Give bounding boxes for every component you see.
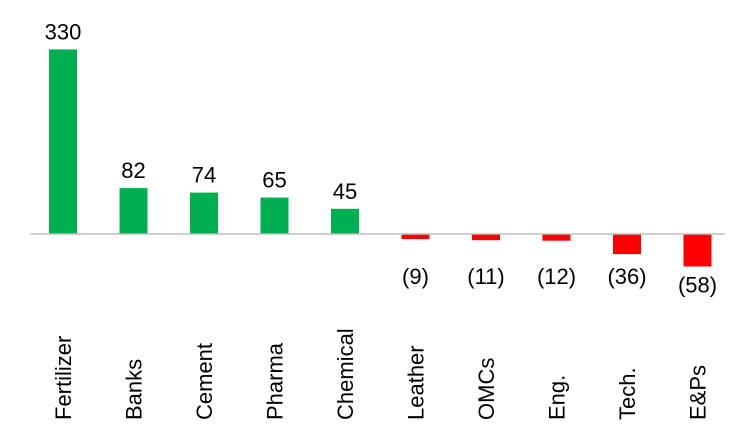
bar-pharma [260,197,289,234]
value-label-banks: 82 [121,158,145,183]
bar-eandps [683,234,712,267]
category-label-leather: Leather [404,345,429,420]
value-label-leather: (9) [402,264,429,289]
category-labels-group: Fertilizer Banks Cement Pharma Chemical Leath… [51,328,711,420]
category-label-cement: Cement [192,343,217,420]
category-label-chemical: Chemical [333,328,358,420]
bar-banks [119,188,148,234]
bar-fertilizer [49,49,77,235]
bar-omcs [472,234,500,241]
bar-cement [190,192,218,234]
bar-leather [401,234,430,239]
value-label-chemical: 45 [333,179,357,204]
bar-tech [613,234,641,255]
value-label-fertilizer: 330 [45,19,82,44]
category-label-omcs: OMCs [474,358,499,420]
value-label-pharma: 65 [262,168,286,193]
bar-eng [542,234,571,241]
category-label-fertilizer: Fertilizer [51,336,76,420]
value-label-cement: 74 [192,163,216,188]
bar-chemical [331,208,359,234]
category-label-banks: Banks [122,359,147,420]
category-label-pharma: Pharma [263,342,288,420]
bars-group [49,49,712,267]
value-labels-group: 330 82 74 65 45 (9) (11) (12) (36) (58) [45,19,717,297]
value-label-omcs: (11) [467,264,505,289]
value-label-eandps: (58) [678,273,717,298]
value-label-eng: (12) [537,264,576,289]
category-label-eandps: E&Ps [686,365,711,420]
value-label-tech: (36) [607,264,646,289]
category-label-tech: Tech. [615,367,640,420]
category-label-eng: Eng. [545,375,570,420]
